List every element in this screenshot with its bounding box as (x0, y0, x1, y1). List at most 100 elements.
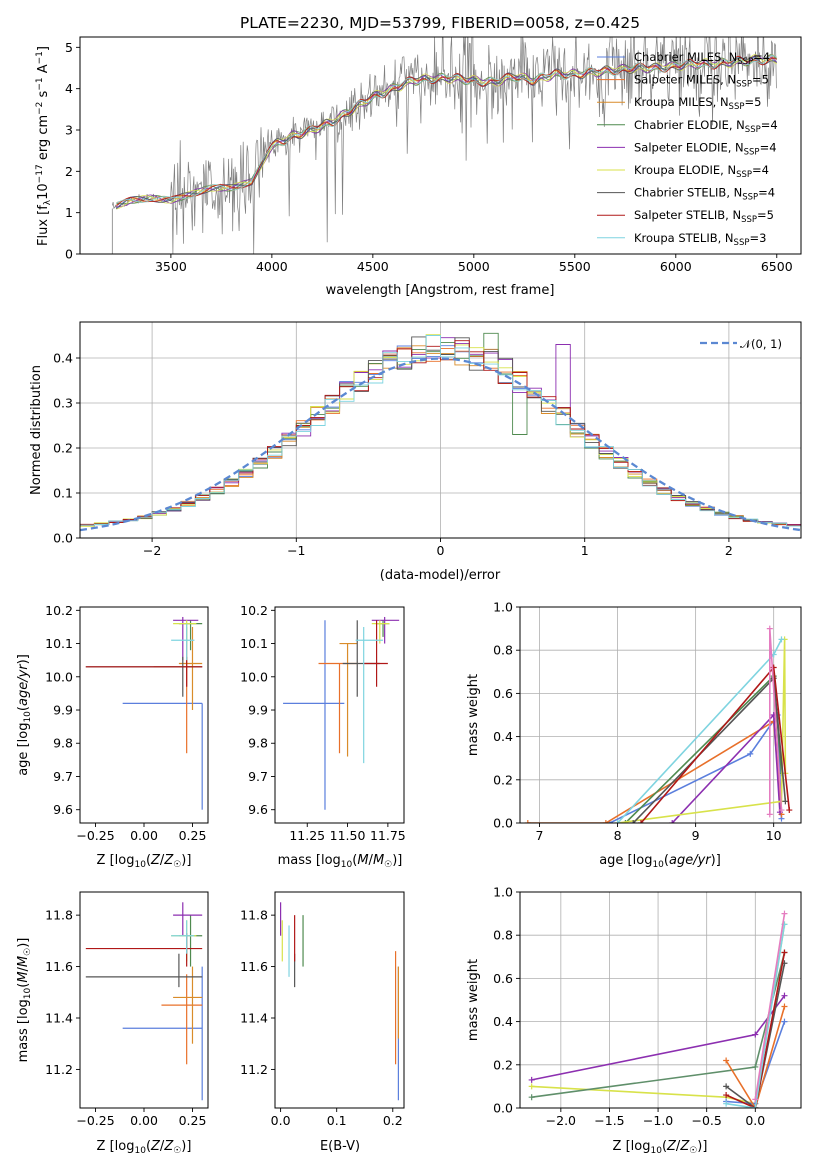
x-tick-label: 11.75 (370, 828, 406, 843)
y-tick-label: 10.1 (240, 636, 268, 651)
x-tick-label: 0.0 (745, 1113, 765, 1128)
legend-entry: Kroupa ELODIE, NSSP=4 (634, 163, 769, 180)
x-axis-label: (data-model)/error (380, 568, 501, 583)
y-axis-label: mass weight (466, 674, 481, 756)
x-tick-label: 9 (692, 828, 700, 843)
weight-marker (752, 1063, 759, 1070)
y-tick-label: 9.6 (248, 802, 268, 817)
y-tick-label: 9.7 (53, 769, 73, 784)
y-tick-label: 9.9 (248, 703, 268, 718)
x-tick-label: 8 (614, 828, 622, 843)
y-tick-label: 9.8 (248, 736, 268, 751)
y-tick-label: 0.4 (493, 1014, 513, 1029)
weight-marker (782, 798, 789, 805)
model-spectrum-line (116, 54, 778, 204)
x-axis-label: mass [log10(M/M☉)] (278, 853, 403, 870)
weight-marker (781, 949, 788, 956)
model-spectrum-line (116, 55, 777, 207)
y-tick-label: 0.3 (53, 396, 73, 411)
x-tick-label: 2 (725, 543, 733, 558)
y-tick-label: 9.7 (248, 769, 268, 784)
x-tick-label: −0.25 (76, 828, 114, 843)
y-tick-label: 3 (65, 123, 73, 138)
y-tick-label: 11.2 (240, 1062, 268, 1077)
weight-marker (747, 750, 754, 757)
weight-marker (723, 1057, 730, 1064)
y-tick-label: 1.0 (493, 885, 513, 900)
x-tick-label: 6000 (660, 259, 692, 274)
y-tick-label: 11.8 (45, 908, 73, 923)
weight-marker (524, 820, 531, 823)
model-spectrum-line (116, 54, 778, 208)
y-tick-label: 0.4 (493, 729, 513, 744)
y-tick-label: 0 (65, 247, 73, 262)
weight-marker (622, 820, 629, 823)
x-tick-label: 0.0 (271, 1113, 291, 1128)
y-tick-label: 0.2 (493, 772, 513, 787)
weight-series (725, 963, 786, 1108)
weight-marker (781, 992, 788, 999)
chart-title: PLATE=2230, MJD=53799, FIBERID=0058, z=0… (240, 14, 640, 32)
x-axis-label: Z [log10(Z/Z☉)] (97, 853, 192, 870)
x-tick-label: 0.00 (130, 828, 158, 843)
model-spectrum-line (116, 56, 777, 210)
weight-marker (781, 1003, 788, 1010)
weight-marker (781, 910, 788, 917)
y-tick-label: 0.0 (493, 1101, 513, 1116)
x-tick-label: −0.25 (76, 1113, 114, 1128)
y-tick-label: 2 (65, 164, 73, 179)
x-tick-label: 5000 (458, 259, 490, 274)
weight-series (725, 1006, 786, 1108)
y-tick-label: 10.2 (45, 603, 73, 618)
legend-entry: Salpeter STELIB, NSSP=5 (634, 208, 774, 225)
legend-entry: Kroupa MILES, NSSP=5 (634, 95, 761, 112)
x-tick-label: 0.1 (327, 1113, 347, 1128)
age-mass-frame (274, 606, 405, 824)
x-tick-label: 7 (536, 828, 544, 843)
y-tick-label: 0.2 (493, 1057, 513, 1072)
weight-marker (766, 811, 773, 818)
weight-marker (602, 820, 609, 823)
legend-entry: Kroupa STELIB, NSSP=3 (634, 231, 766, 248)
y-axis-label: age [log10(age/yr)] (16, 654, 33, 776)
x-tick-label: 0.2 (383, 1113, 403, 1128)
mass-ebv-frame (274, 891, 405, 1109)
weight-series (632, 676, 787, 823)
x-tick-label: 3500 (155, 259, 187, 274)
y-tick-label: 9.9 (53, 703, 73, 718)
x-tick-label: 4000 (256, 259, 288, 274)
weight-series (754, 913, 786, 1100)
y-tick-label: 10.2 (240, 603, 268, 618)
weight-marker (723, 1083, 730, 1090)
weight-marker (669, 820, 676, 823)
weight-marker (752, 1105, 759, 1108)
weight-marker (781, 1018, 788, 1025)
weight-series (671, 713, 781, 823)
x-axis-label: Z [log10(Z/Z☉)] (613, 1139, 708, 1156)
x-tick-label: −2.0 (546, 1113, 576, 1128)
mass-z-frame (79, 891, 209, 1109)
y-tick-label: 0.4 (53, 351, 73, 366)
x-axis-label: Z [log10(Z/Z☉)] (97, 1139, 192, 1156)
legend-entry: Chabrier MILES, NSSP=4 (634, 50, 770, 67)
y-tick-label: 10.0 (45, 669, 73, 684)
weight-marker (778, 636, 785, 643)
y-tick-label: 10.0 (240, 669, 268, 684)
x-tick-label: 10 (766, 828, 782, 843)
y-tick-label: 11.4 (240, 1011, 268, 1026)
y-tick-label: 4 (65, 81, 73, 96)
weight-marker (630, 820, 637, 823)
weight-series (609, 712, 783, 823)
y-tick-label: 11.4 (45, 1011, 73, 1026)
x-tick-label: −1 (287, 543, 305, 558)
y-tick-label: 1 (65, 205, 73, 220)
weight-series (725, 924, 786, 1108)
histogram-series (80, 335, 801, 527)
y-axis-label: Flux [fλ10−17 erg cm−2 s−1 A−1] (35, 46, 53, 246)
y-tick-label: 0.2 (53, 441, 73, 456)
normal-curve (80, 357, 801, 532)
model-spectrum-line (116, 54, 778, 210)
x-tick-label: 11.25 (289, 828, 325, 843)
legend-entry: Chabrier STELIB, NSSP=4 (634, 186, 775, 203)
y-tick-label: 0.0 (53, 531, 73, 546)
